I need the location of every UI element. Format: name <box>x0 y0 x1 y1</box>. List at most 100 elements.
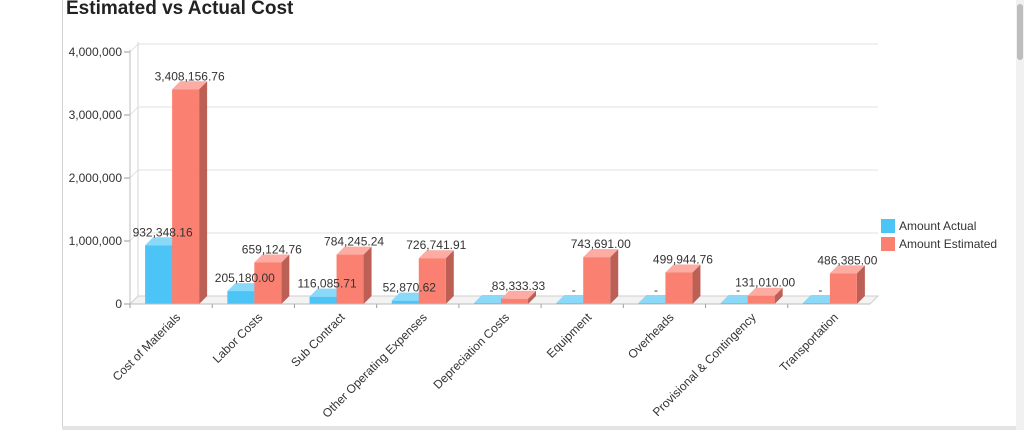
x-tick-label: Labor Costs <box>210 310 266 366</box>
y-tick-label: 0 <box>115 297 122 311</box>
bar-top <box>720 295 756 303</box>
data-label-actual: 205,180.00 <box>215 271 275 285</box>
bar-side <box>363 246 372 304</box>
bar-top <box>336 246 372 255</box>
bar-estimated <box>418 250 454 304</box>
chart-bars <box>145 81 865 304</box>
page-left-border <box>62 0 63 430</box>
bar-top <box>418 250 454 259</box>
bar-top <box>802 295 838 303</box>
chart-grid <box>128 43 880 305</box>
y-axis: 0 1,000,000 2,000,000 3,000,000 4,000,000 <box>69 42 139 311</box>
bar-top <box>583 249 619 258</box>
bar-side <box>774 287 783 304</box>
legend-item: Amount Actual <box>881 219 976 233</box>
bar-front <box>336 254 364 304</box>
legend-item: Amount Estimated <box>881 237 997 251</box>
value-labels: 932,348.16 3,408,156.76 205,180.00 659,124.… <box>133 69 878 297</box>
bar-front <box>145 245 173 304</box>
data-label-actual: 116,085.71 <box>297 277 356 291</box>
bar-front <box>583 257 611 304</box>
x-tick-label: Transportation <box>777 310 841 374</box>
vertical-scrollbar[interactable] <box>1016 0 1024 430</box>
data-label-estimated: 726,741.91 <box>406 238 466 252</box>
bar-top <box>747 287 783 296</box>
data-label-actual: - <box>572 283 576 297</box>
x-tick-label: Equipment <box>544 310 595 361</box>
data-label-actual: - <box>654 283 658 297</box>
data-label-actual: - <box>490 283 494 297</box>
bar-top <box>474 295 509 303</box>
bar-estimated <box>172 81 208 304</box>
bar-side <box>281 254 290 304</box>
bar-top <box>665 264 701 273</box>
bar-estimated <box>583 249 619 304</box>
bar-side <box>856 265 865 304</box>
bar-front <box>309 296 337 304</box>
data-label-actual: - <box>818 283 822 297</box>
bar-top <box>556 295 592 303</box>
y-tick-label: 1,000,000 <box>69 234 123 248</box>
bar-front <box>254 262 282 304</box>
chart-title: Estimated vs Actual Cost <box>66 0 294 19</box>
bar-front <box>418 258 446 304</box>
bar-top <box>227 283 263 292</box>
bar-top <box>172 81 208 90</box>
grid-line-side <box>129 232 139 242</box>
legend-swatch <box>881 237 895 251</box>
data-label-estimated: 83,333.33 <box>492 279 546 293</box>
bar-top <box>254 254 290 263</box>
grid-line-side <box>129 169 139 179</box>
legend-label: Amount Actual <box>899 219 976 233</box>
y-tick-label: 2,000,000 <box>69 171 123 185</box>
bar-top <box>829 265 865 274</box>
bar-front <box>747 295 775 304</box>
legend-label: Amount Estimated <box>899 237 997 251</box>
bar-estimated <box>747 287 783 304</box>
bar-top <box>309 288 345 297</box>
y-tick-label: 4,000,000 <box>69 45 123 59</box>
data-label-estimated: 499,944.76 <box>653 253 713 267</box>
x-tick-label: Overheads <box>625 310 676 361</box>
bar-estimated <box>254 254 290 304</box>
bar-front <box>829 273 857 304</box>
x-axis: Cost of Materials Labor Costs Sub Contract… <box>110 303 870 421</box>
data-label-estimated: 486,385.00 <box>817 253 877 267</box>
chart-legend: Amount Actual Amount Estimated <box>881 219 997 251</box>
bar-front <box>501 298 528 304</box>
bar-top <box>391 292 427 301</box>
bar-front <box>227 291 255 304</box>
bar-side <box>610 249 619 304</box>
data-label-estimated: 131,010.00 <box>735 276 795 290</box>
bar-side <box>199 81 208 304</box>
grid-line-side <box>129 43 139 53</box>
x-tick-label: Sub Contract <box>288 310 348 370</box>
data-label-estimated: 659,124.76 <box>242 242 302 256</box>
scrollbar-thumb[interactable] <box>1017 4 1023 60</box>
bar-top <box>501 290 536 299</box>
bar-front <box>391 300 419 304</box>
x-tick-label: Depreciation Costs <box>431 310 513 392</box>
bar-side <box>528 290 536 304</box>
bar-front <box>665 272 693 304</box>
bar-top <box>638 295 674 303</box>
legend-swatch <box>881 219 895 233</box>
data-label-actual: - <box>736 283 740 297</box>
bar-side <box>445 250 454 304</box>
page-bottom-border <box>62 426 1016 430</box>
bar-estimated <box>501 290 536 304</box>
bar-side <box>692 264 701 304</box>
grid-line-side <box>129 106 139 116</box>
bar-estimated <box>829 265 865 304</box>
bar-top <box>145 237 181 246</box>
bar-front <box>172 89 200 304</box>
y-tick-label: 3,000,000 <box>69 108 123 122</box>
data-label-estimated: 743,691.00 <box>571 237 631 251</box>
bar-estimated <box>665 264 701 304</box>
data-label-estimated: 3,408,156.76 <box>155 69 225 83</box>
data-label-actual: 932,348.16 <box>133 225 193 239</box>
data-label-actual: 52,870.62 <box>383 281 437 295</box>
x-tick-label: Cost of Materials <box>110 310 184 384</box>
data-label-estimated: 784,245.24 <box>324 235 384 249</box>
